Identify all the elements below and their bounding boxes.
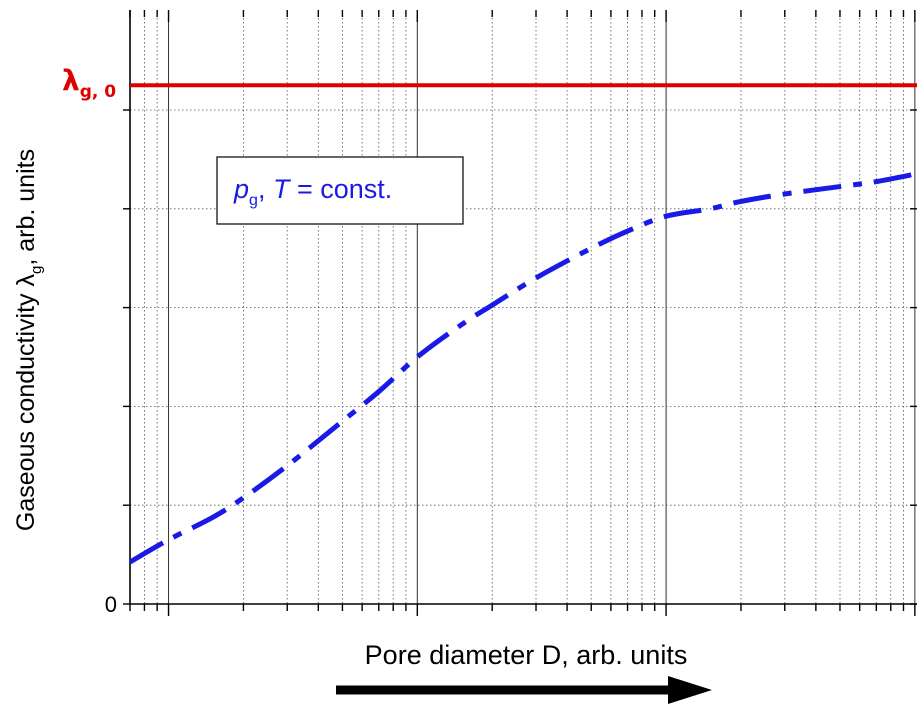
arrow-right-icon — [336, 676, 712, 704]
y-tick-label: 0 — [105, 592, 117, 617]
axes — [129, 10, 917, 605]
annotation-box: pg, T = const. — [216, 156, 464, 225]
ticks: 0 — [105, 10, 917, 617]
annotation-frame — [216, 156, 464, 225]
reference-line-label: λg, 0 — [62, 64, 116, 102]
annotation-text: pg, T = const. — [233, 174, 392, 209]
x-axis-label: Pore diameter D, arb. units — [365, 640, 688, 670]
grid — [129, 10, 917, 604]
y-axis-label: Gaseous conductivity λg, arb. units — [12, 149, 45, 531]
data-series-line — [128, 171, 916, 565]
